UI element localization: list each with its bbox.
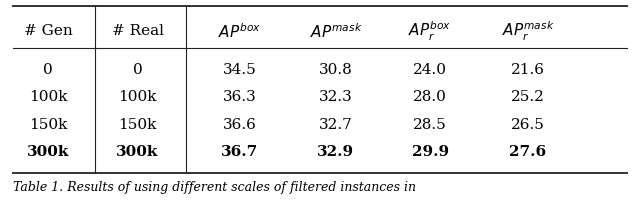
- Text: 100k: 100k: [29, 90, 67, 104]
- Text: 0: 0: [132, 63, 143, 77]
- Text: 30.8: 30.8: [319, 63, 353, 77]
- Text: 150k: 150k: [29, 117, 67, 131]
- Text: 36.3: 36.3: [223, 90, 257, 104]
- Text: 32.3: 32.3: [319, 90, 353, 104]
- Text: 25.2: 25.2: [511, 90, 545, 104]
- Text: 32.9: 32.9: [317, 145, 355, 158]
- Text: 28.5: 28.5: [413, 117, 447, 131]
- Text: $\mathit{AP}^{mask}$: $\mathit{AP}^{mask}$: [310, 22, 362, 41]
- Text: 150k: 150k: [118, 117, 157, 131]
- Text: 300k: 300k: [27, 145, 69, 158]
- Text: $\mathit{AP}_{r}^{box}$: $\mathit{AP}_{r}^{box}$: [408, 20, 452, 43]
- Text: 32.7: 32.7: [319, 117, 353, 131]
- Text: 34.5: 34.5: [223, 63, 257, 77]
- Text: $\mathit{AP}^{box}$: $\mathit{AP}^{box}$: [218, 22, 262, 41]
- Text: 100k: 100k: [118, 90, 157, 104]
- Text: # Real: # Real: [111, 24, 164, 38]
- Text: 300k: 300k: [116, 145, 159, 158]
- Text: 0: 0: [43, 63, 53, 77]
- Text: Table 1. Results of using different scales of filtered instances in: Table 1. Results of using different scal…: [13, 180, 416, 193]
- Text: 26.5: 26.5: [511, 117, 545, 131]
- Text: 27.6: 27.6: [509, 145, 547, 158]
- Text: $\mathit{AP}_{r}^{mask}$: $\mathit{AP}_{r}^{mask}$: [502, 20, 554, 43]
- Text: 28.0: 28.0: [413, 90, 447, 104]
- Text: # Gen: # Gen: [24, 24, 72, 38]
- Text: 36.7: 36.7: [221, 145, 259, 158]
- Text: 21.6: 21.6: [511, 63, 545, 77]
- Text: 29.9: 29.9: [412, 145, 449, 158]
- Text: 36.6: 36.6: [223, 117, 257, 131]
- Text: 24.0: 24.0: [413, 63, 447, 77]
